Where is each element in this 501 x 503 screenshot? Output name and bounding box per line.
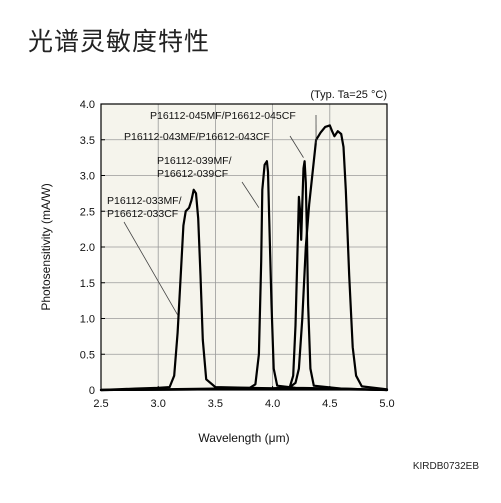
series-callout-label: P16112-033MF/ bbox=[107, 195, 182, 207]
axis-ticks: 2.5 3.0 3.5 4.0 4.5 5.0 0 0.5 1.0 1.5 2.0 2.5 3.0 3.5… bbox=[80, 99, 395, 410]
x-tick-label: 4.5 bbox=[322, 398, 337, 410]
y-tick-label: 0.5 bbox=[80, 349, 95, 361]
series-line bbox=[99, 124, 389, 392]
y-tick-label: 4.0 bbox=[80, 99, 95, 111]
y-tick-label: 3.5 bbox=[80, 135, 95, 147]
series-callouts: P16112-033MF/P16612-033CF P16112-039MF/P1… bbox=[107, 110, 317, 316]
y-tick-label: 0 bbox=[89, 385, 95, 397]
y-tick-label: 2.5 bbox=[80, 206, 95, 218]
y-tick-label: 3.0 bbox=[80, 171, 95, 183]
y-tick-label: 1.0 bbox=[80, 314, 95, 326]
series-callout-label: P16612-039CF bbox=[157, 168, 228, 180]
page-title: 光谱灵敏度特性 bbox=[28, 27, 211, 56]
x-tick-label: 2.5 bbox=[93, 398, 108, 410]
y-tick-label: 1.5 bbox=[80, 278, 95, 290]
series-callout-label: P16112-043MF/P16612-043CF bbox=[124, 131, 270, 143]
y-axis-label: Photosensitivity (mA/W) bbox=[39, 183, 53, 310]
x-tick-label: 3.0 bbox=[151, 398, 166, 410]
series-layer bbox=[99, 124, 389, 392]
x-tick-label: 5.0 bbox=[379, 398, 394, 410]
x-tick-label: 3.5 bbox=[208, 398, 223, 410]
document-code: KIRDB0732EB bbox=[412, 461, 479, 472]
callout-leader bbox=[123, 221, 178, 316]
series-callout-label: P16612-033CF bbox=[107, 208, 178, 220]
conditions-note: (Typ. Ta=25 °C) bbox=[310, 89, 387, 101]
x-tick-label: 4.0 bbox=[265, 398, 280, 410]
series-callout-label: P16112-039MF/ bbox=[157, 155, 232, 167]
plot-frame bbox=[100, 103, 388, 391]
x-axis-label: Wavelength (μm) bbox=[198, 431, 289, 445]
series-line bbox=[99, 160, 389, 392]
callout-leader bbox=[289, 135, 304, 158]
callout-leader bbox=[241, 181, 260, 208]
series-callout-label: P16112-045MF/P16612-045CF bbox=[150, 110, 296, 122]
y-tick-label: 2.0 bbox=[80, 242, 95, 254]
